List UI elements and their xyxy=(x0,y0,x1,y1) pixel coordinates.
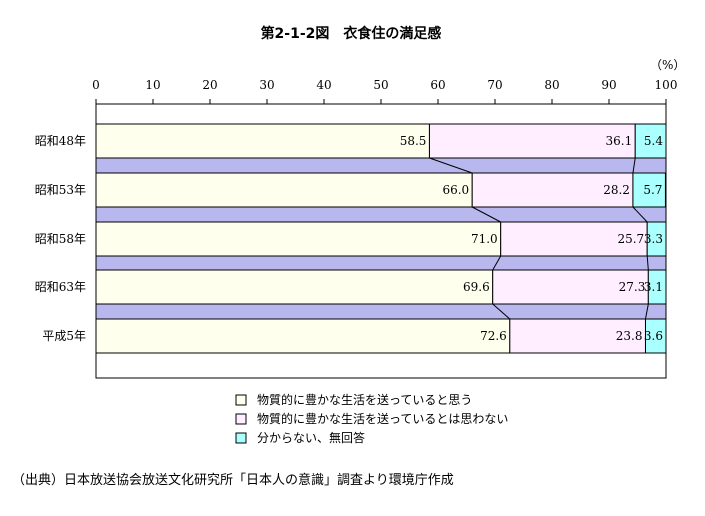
data-label: 3.1 xyxy=(644,280,663,294)
data-label: 69.6 xyxy=(463,280,490,294)
connector-line xyxy=(471,206,501,223)
bar-segment xyxy=(492,269,649,305)
data-label: 66.0 xyxy=(442,183,469,197)
x-tick-label: 20 xyxy=(202,78,217,92)
bar-segment xyxy=(509,318,646,354)
data-label: 27.3 xyxy=(619,280,646,294)
legend-label: 分からない、無回答 xyxy=(257,430,365,445)
connector-band xyxy=(95,206,667,223)
connector-band xyxy=(95,303,667,320)
x-tick-label: 10 xyxy=(145,78,160,92)
plot-frame xyxy=(95,103,667,379)
bar-segment xyxy=(95,318,511,354)
x-tick-label: 0 xyxy=(92,78,100,92)
data-label: 3.3 xyxy=(644,232,663,246)
bar-segment xyxy=(95,172,473,208)
chart-title: 第2-1-2図 衣食住の満足感 xyxy=(261,25,442,42)
data-label: 58.5 xyxy=(400,134,427,148)
connector-line xyxy=(492,303,511,320)
data-label: 25.7 xyxy=(617,232,644,246)
bars: 58.5 36.1 5.4 66.0 28.2 5.7 71.0 25.7 3.3 69.6 27.… xyxy=(95,123,667,354)
bar-segment xyxy=(428,123,636,159)
data-label: 28.2 xyxy=(603,183,630,197)
x-tick-label: 30 xyxy=(259,78,274,92)
category-label: 昭和58年 xyxy=(35,232,86,246)
data-label: 23.8 xyxy=(616,329,643,343)
legend-label: 物質的に豊かな生活を送っていると思う xyxy=(257,392,472,407)
legend-swatch xyxy=(235,413,247,425)
x-tick-label: 70 xyxy=(487,78,502,92)
bar-segment xyxy=(634,123,667,159)
bar-segment xyxy=(95,123,430,159)
unit-label: （%） xyxy=(650,58,685,72)
connector-line xyxy=(646,255,649,271)
connector-line xyxy=(644,303,649,320)
connector-line xyxy=(632,157,636,174)
data-label: 3.6 xyxy=(644,329,663,343)
x-tick-label: 80 xyxy=(544,78,559,92)
legend-swatch xyxy=(235,394,247,406)
connector-band xyxy=(95,157,667,174)
x-tick-label: 90 xyxy=(601,78,616,92)
category-label: 平成5年 xyxy=(42,329,86,343)
connector-line xyxy=(492,255,502,271)
category-label: 昭和48年 xyxy=(35,134,86,148)
bar-segment xyxy=(95,221,502,257)
x-tick-label: 40 xyxy=(316,78,331,92)
x-axis-ticks: 0 10 20 30 40 50 60 70 80 90 100 xyxy=(92,78,677,104)
category-label: 昭和63年 xyxy=(35,280,86,294)
data-label: 5.7 xyxy=(643,183,662,197)
data-label: 36.1 xyxy=(606,134,633,148)
bar-segment xyxy=(471,172,634,208)
data-label: 5.4 xyxy=(644,134,663,148)
data-label: 71.0 xyxy=(471,232,498,246)
legend-label: 物質的に豊かな生活を送っているとは思わない xyxy=(257,411,508,426)
bar-segment xyxy=(500,221,648,257)
connector-line xyxy=(429,157,473,174)
data-label: 72.6 xyxy=(480,329,507,343)
legend: 物質的に豊かな生活を送っていると思う物質的に豊かな生活を送っているとは思わない分… xyxy=(235,392,508,445)
x-tick-label: 100 xyxy=(655,78,678,92)
bar-segment xyxy=(632,172,666,208)
connector-band xyxy=(95,255,667,271)
x-tick-label: 50 xyxy=(373,78,388,92)
source-note: （出典）日本放送協会放送文化研究所「日本人の意識」調査より環境庁作成 xyxy=(12,472,454,488)
x-tick-label: 60 xyxy=(430,78,445,92)
connector-line xyxy=(632,206,648,223)
category-label: 昭和53年 xyxy=(35,183,86,197)
legend-swatch xyxy=(235,432,247,444)
bar-segment xyxy=(95,269,494,305)
